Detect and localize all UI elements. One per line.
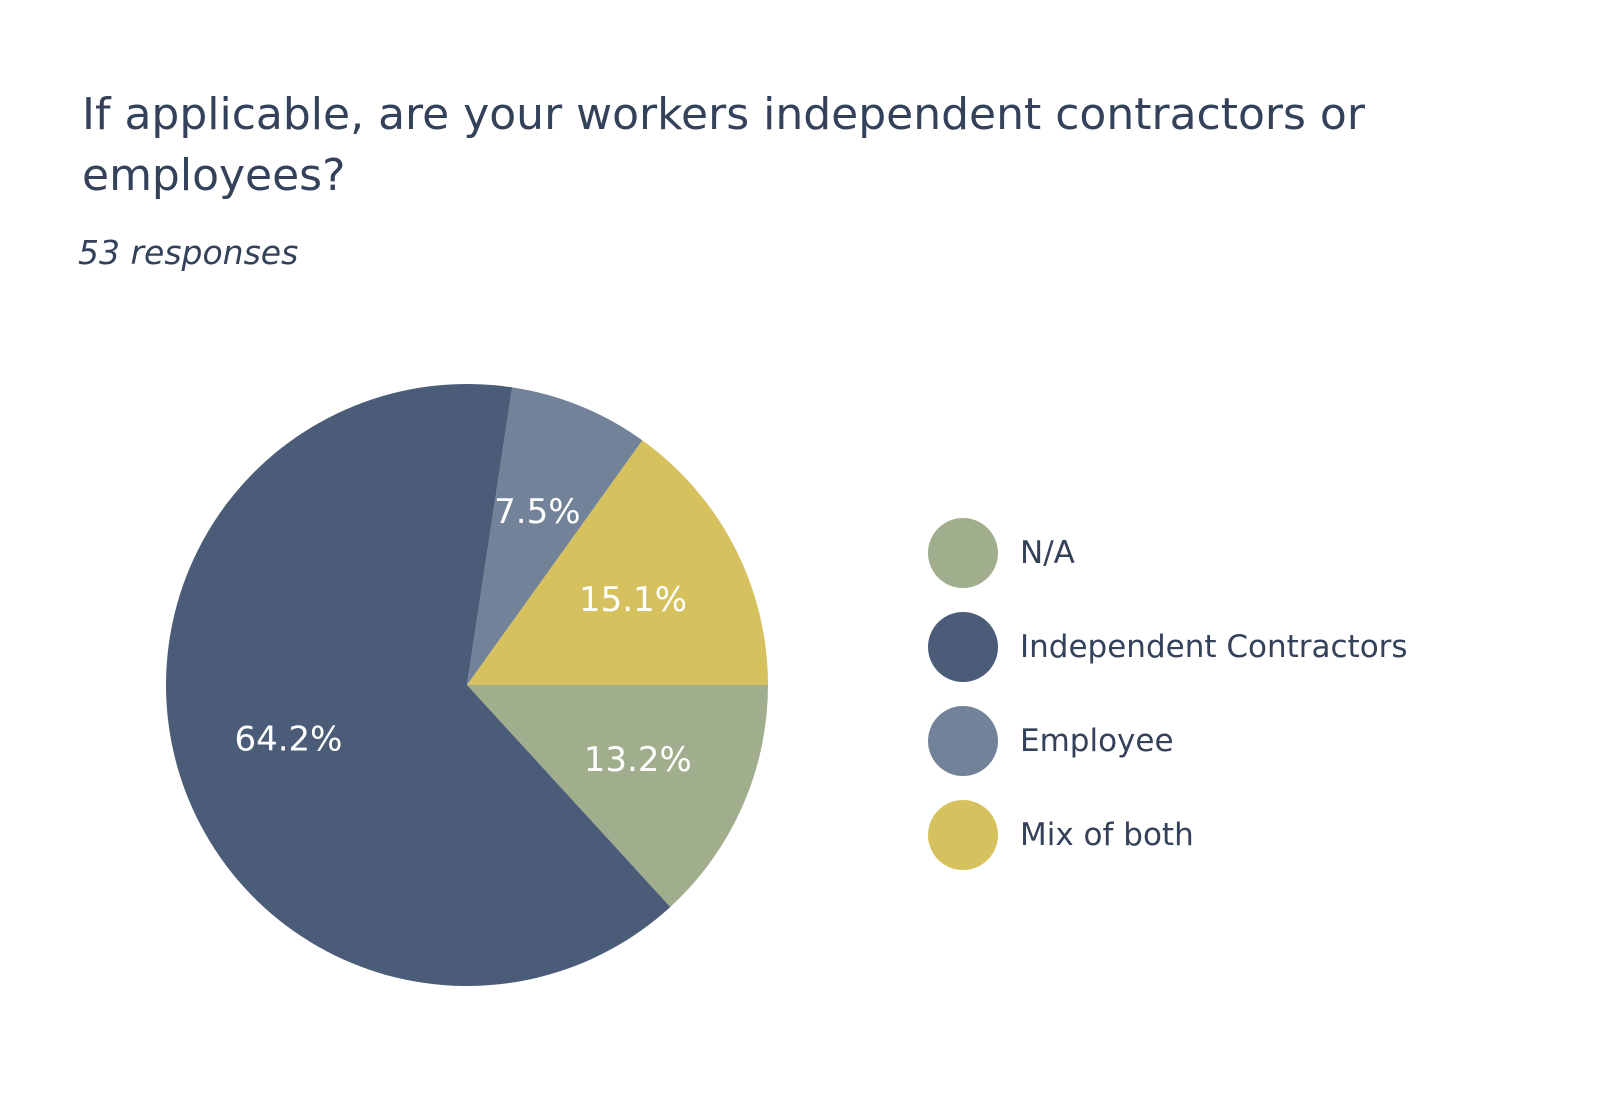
pie-slice-n-a [467,685,768,907]
response-count: 53 responses [78,233,299,272]
chart-title: If applicable, are your workers independ… [82,89,1365,201]
pie-slice-mix-of-both [467,440,768,685]
pie-label-employee: 7.5% [494,492,580,532]
legend-label-mix-of-both: Mix of both [1020,817,1194,853]
pie-slice-independent-contractors [165,384,671,986]
legend-swatch-na [928,518,998,588]
legend-item-independent-contractors: Independent Contractors [928,612,1548,682]
legend-swatch-mix-of-both [928,800,998,870]
legend-item-employee: Employee [928,706,1548,776]
legend-label-employee: Employee [1020,723,1174,759]
pie-slice-employee [467,387,643,685]
pie-label-mix-of-both: 15.1% [579,580,687,620]
legend-label-independent-contractors: Independent Contractors [1020,629,1408,665]
pie-label-independent-contractors: 64.2% [234,719,342,759]
chart-legend: N/A Independent Contractors Employee Mix… [928,518,1548,894]
legend-item-na: N/A [928,518,1548,588]
legend-swatch-independent-contractors [928,612,998,682]
legend-label-na: N/A [1020,535,1075,571]
pie-label-n-a: 13.2% [584,740,692,780]
legend-item-mix-of-both: Mix of both [928,800,1548,870]
legend-swatch-employee [928,706,998,776]
